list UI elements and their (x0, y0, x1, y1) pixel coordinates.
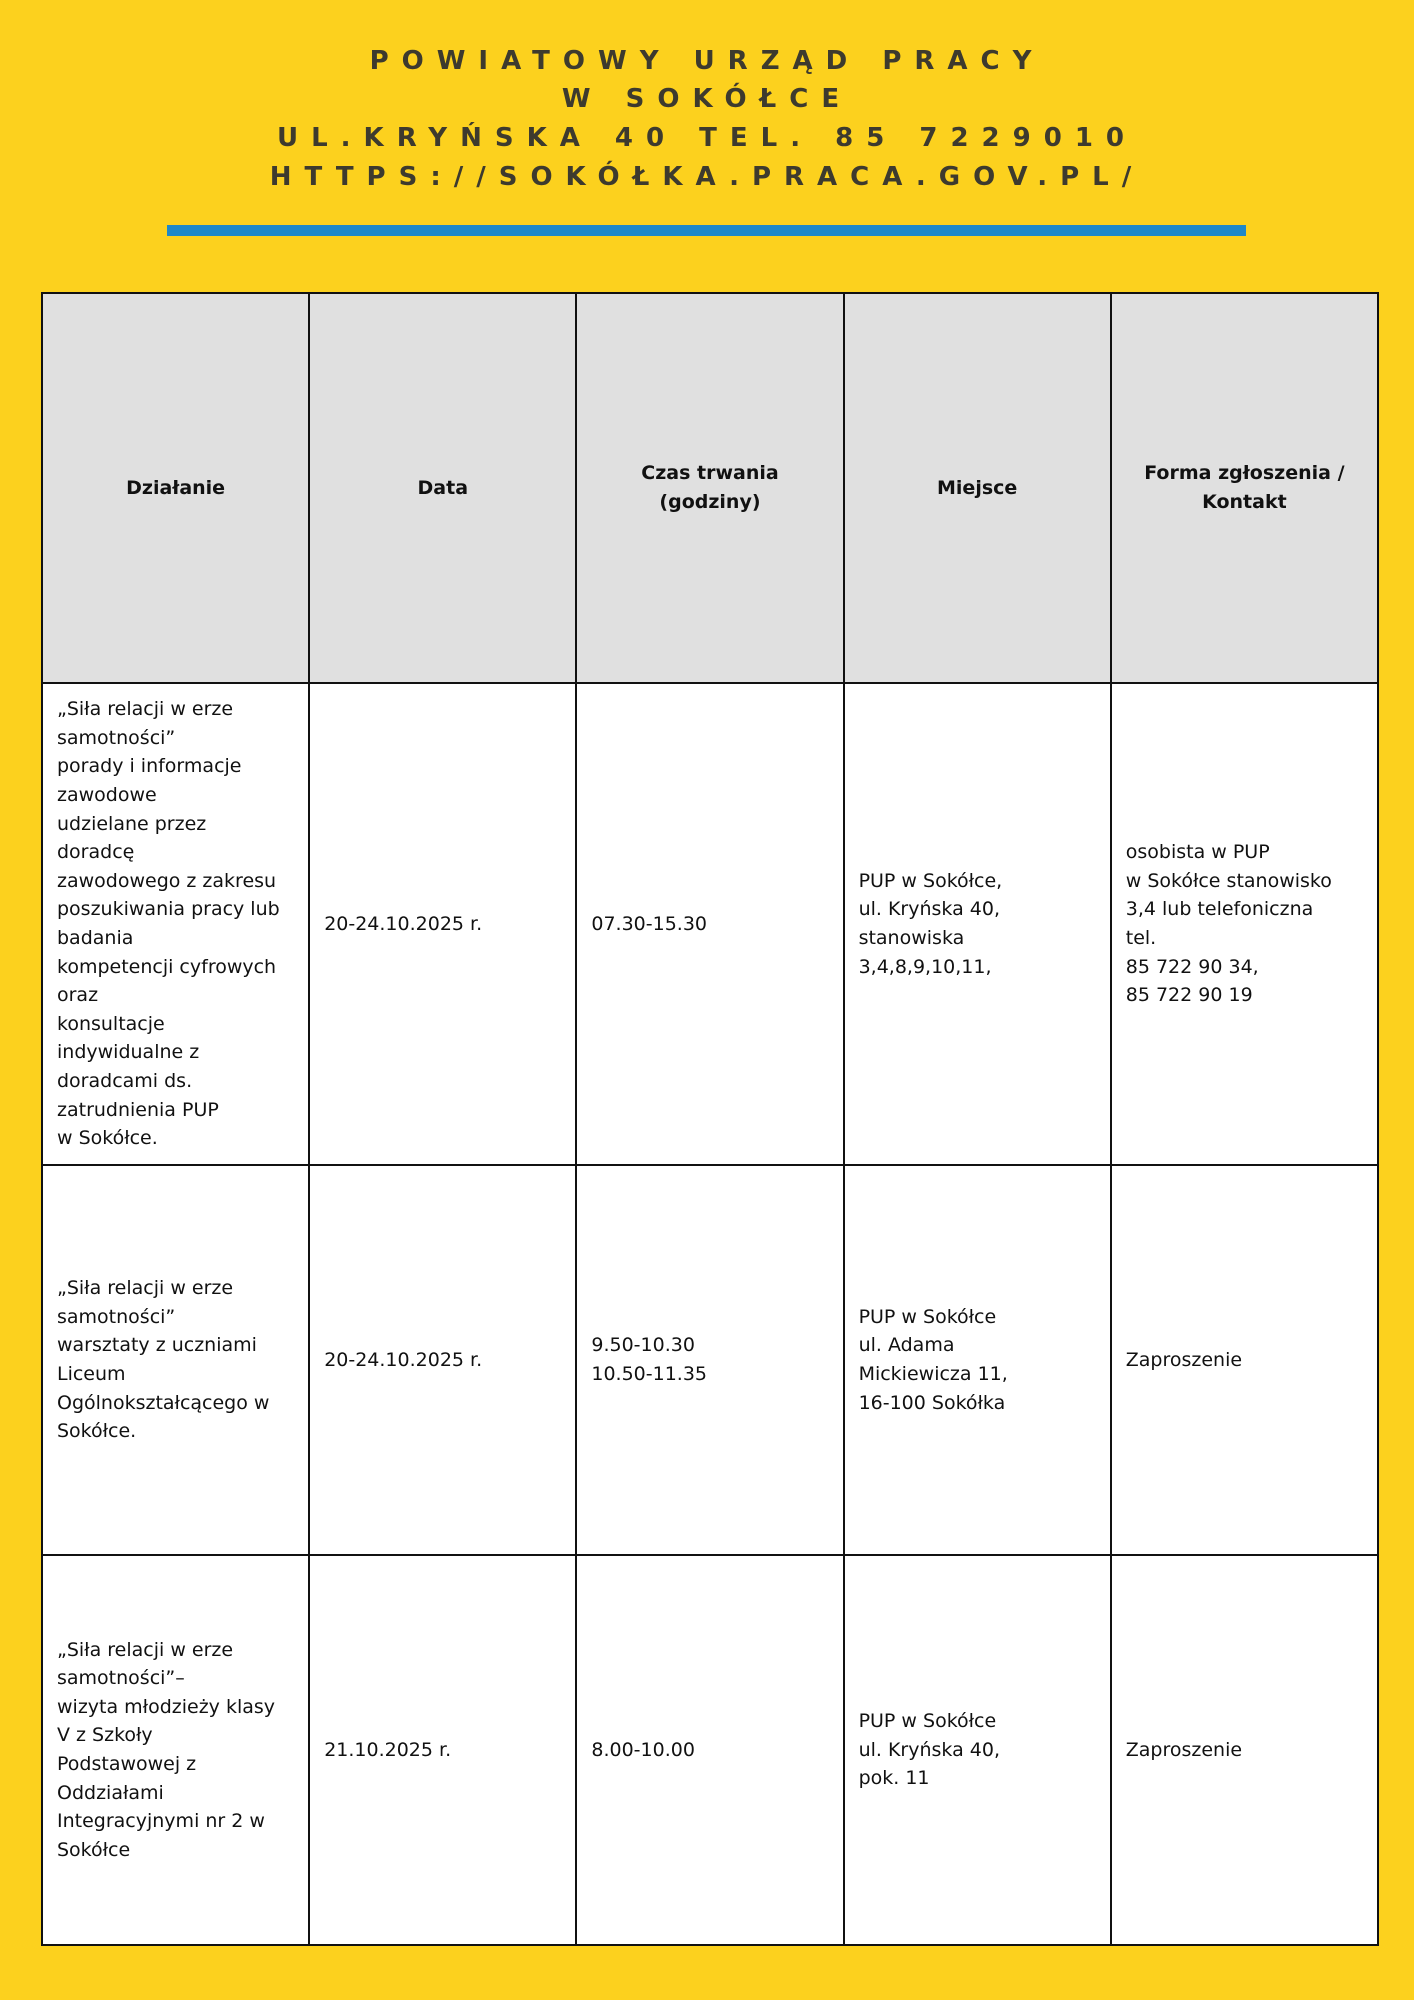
table-header-row: Działanie Data Czas trwania (godziny) Mi… (40, 292, 1380, 684)
header-line-city: W SOKÓŁCE (561, 84, 853, 114)
table-row: „Siła relacji w erze samotności” warszta… (40, 1164, 1380, 1556)
cell-duration: 07.30-15.30 (575, 682, 845, 1166)
column-header-duration: Czas trwania (godziny) (575, 292, 845, 684)
cell-contact: Zaproszenie (1109, 1164, 1380, 1556)
column-header-date: Data (308, 292, 578, 684)
cell-contact: Zaproszenie (1109, 1554, 1380, 1946)
header-line-office: POWIATOWY URZĄD PRACY (369, 46, 1045, 76)
cell-activity: „Siła relacji w erze samotności”– wizyta… (40, 1554, 311, 1946)
cell-activity: „Siła relacji w erze samotności” warszta… (40, 1164, 311, 1556)
cell-place: PUP w Sokółce ul. Kryńska 40, pok. 11 (842, 1554, 1112, 1946)
cell-place: PUP w Sokółce ul. Adama Mickiewicza 11, … (842, 1164, 1112, 1556)
cell-date: 21.10.2025 r. (308, 1554, 578, 1946)
header-line-address: UL.KRYŃSKA 40 TEL. 85 7229010 (276, 123, 1138, 153)
cell-place: PUP w Sokółce, ul. Kryńska 40, stanowisk… (842, 682, 1112, 1166)
header-line-website: HTTPS://SOKÓŁKA.PRACA.GOV.PL/ (269, 162, 1145, 192)
cell-activity: „Siła relacji w erze samotności” porady … (40, 682, 311, 1166)
cell-duration: 8.00-10.00 (575, 1554, 845, 1946)
column-header-place: Miejsce (842, 292, 1112, 684)
table-row: „Siła relacji w erze samotności” porady … (40, 682, 1380, 1166)
schedule-table: Działanie Data Czas trwania (godziny) Mi… (40, 292, 1380, 1946)
cell-duration: 9.50-10.30 10.50-11.35 (575, 1164, 845, 1556)
cell-date: 20-24.10.2025 r. (308, 682, 578, 1166)
cell-contact: osobista w PUP w Sokółce stanowisko 3,4 … (1109, 682, 1380, 1166)
column-header-contact: Forma zgłoszenia / Kontakt (1109, 292, 1380, 684)
table-row: „Siła relacji w erze samotności”– wizyta… (40, 1554, 1380, 1946)
cell-date: 20-24.10.2025 r. (308, 1164, 578, 1556)
column-header-activity: Działanie (40, 292, 311, 684)
header-divider (167, 225, 1246, 236)
